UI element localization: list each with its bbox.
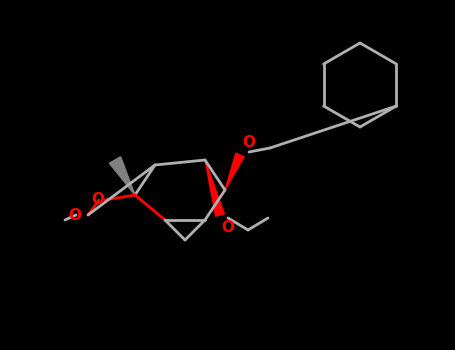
Polygon shape [205,160,224,216]
Text: O: O [91,193,104,208]
Text: O: O [242,135,255,150]
Polygon shape [225,153,244,190]
Text: O: O [221,220,234,235]
Polygon shape [109,157,135,195]
Text: O: O [68,208,81,223]
